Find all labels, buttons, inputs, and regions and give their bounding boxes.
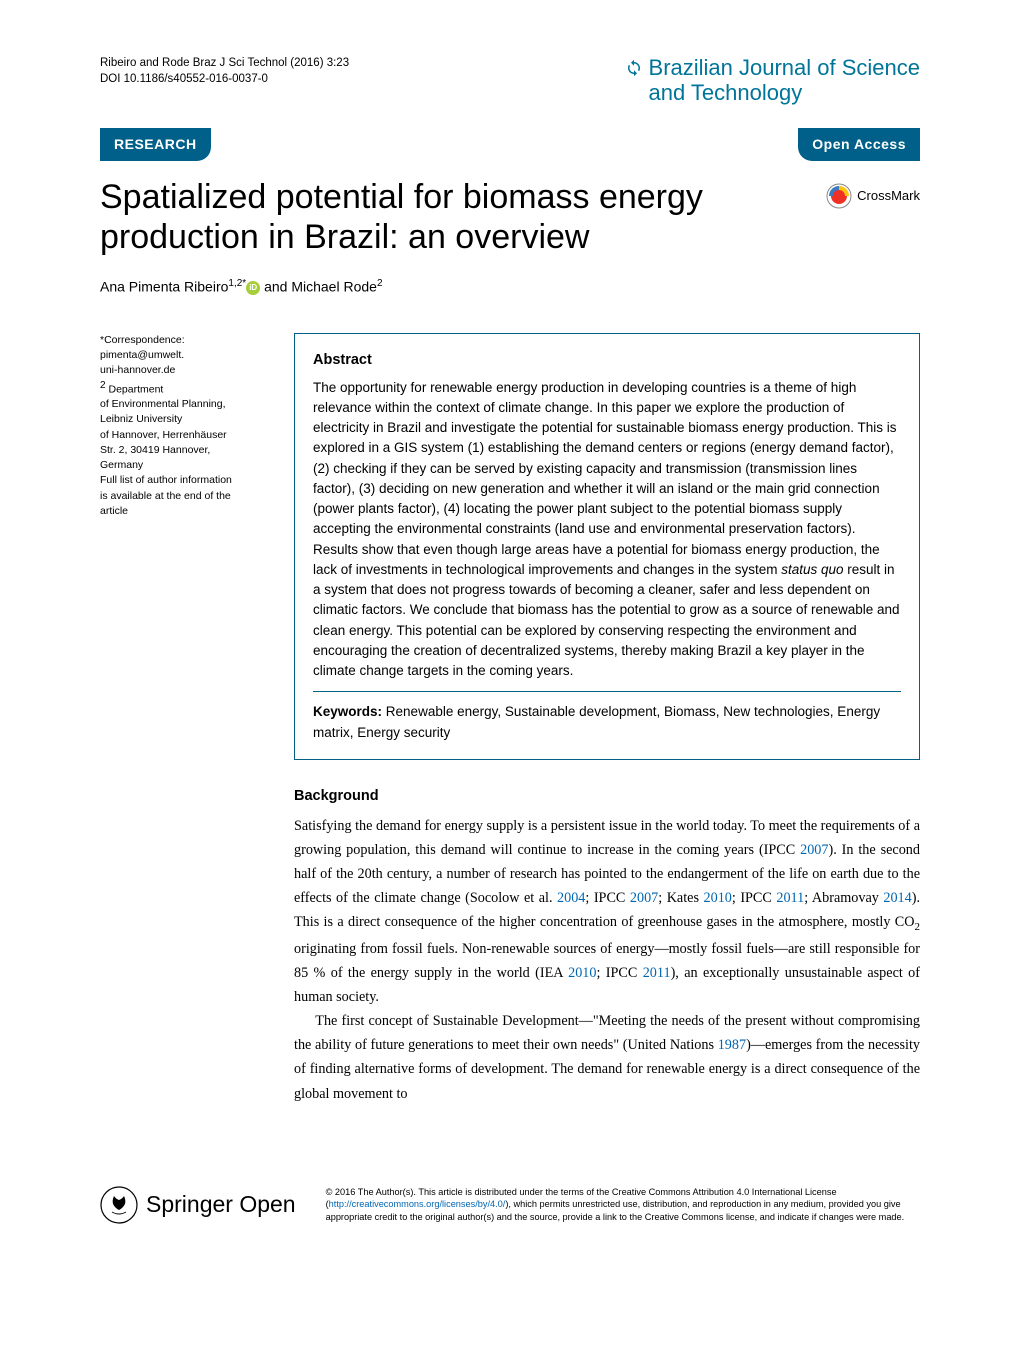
ref-link[interactable]: 2010 — [704, 890, 732, 906]
author-2-affil: 2 — [377, 278, 383, 289]
ref-link[interactable]: 2007 — [630, 890, 658, 906]
springer-brand-text: Springer Open — [146, 1187, 296, 1222]
author-1-name: Ana Pimenta Ribeiro — [100, 279, 228, 295]
open-access-pill: Open Access — [798, 128, 920, 161]
article-title: Spatialized potential for biomass energy… — [100, 177, 806, 259]
body-text: Satisfying the demand for energy supply … — [294, 814, 920, 1106]
crossmark-badge[interactable]: CrossMark — [826, 183, 920, 209]
journal-brand: Brazilian Journal of Science and Technol… — [625, 55, 920, 106]
journal-name-line2: and Technology — [649, 80, 803, 105]
correspondence-sidebar: *Correspondence: pimenta@umwelt. uni-han… — [100, 333, 272, 1106]
correspondence-affil-3: Leibniz University — [100, 412, 272, 427]
correspondence-affil-5: Str. 2, 30419 Hannover, — [100, 443, 272, 458]
ref-link[interactable]: 2004 — [557, 890, 585, 906]
journal-name: Brazilian Journal of Science and Technol… — [649, 55, 920, 106]
ref-link[interactable]: 2014 — [883, 890, 911, 906]
article-type-bar: RESEARCH Open Access — [100, 128, 920, 161]
page-footer: Springer Open © 2016 The Author(s). This… — [100, 1186, 920, 1224]
correspondence-note-3: article — [100, 504, 272, 519]
journal-name-line1: Brazilian Journal of Science — [649, 55, 920, 80]
journal-refresh-icon — [625, 59, 643, 77]
abstract-box: Abstract The opportunity for renewable e… — [294, 333, 920, 760]
correspondence-affil-6: Germany — [100, 458, 272, 473]
ref-link[interactable]: 2011 — [643, 965, 671, 981]
ref-link[interactable]: 2011 — [776, 890, 804, 906]
citation-block: Ribeiro and Rode Braz J Sci Technol (201… — [100, 55, 349, 87]
ref-link[interactable]: 1987 — [718, 1037, 746, 1053]
correspondence-affil-1: 2 Department — [100, 379, 272, 398]
correspondence-email-2: uni-hannover.de — [100, 363, 272, 378]
keywords-text: Renewable energy, Sustainable developmen… — [313, 704, 880, 739]
section-heading-background: Background — [294, 786, 920, 808]
abstract-heading: Abstract — [313, 350, 901, 372]
author-1-affil: 1,2* — [228, 278, 246, 289]
page-header: Ribeiro and Rode Braz J Sci Technol (201… — [100, 55, 920, 106]
crossmark-label: CrossMark — [857, 186, 920, 206]
author-line: Ana Pimenta Ribeiro1,2* and Michael Rode… — [100, 276, 920, 298]
correspondence-affil-2: of Environmental Planning, — [100, 397, 272, 412]
author-connector: and Michael Rode — [260, 279, 377, 295]
springer-open-logo: Springer Open — [100, 1186, 296, 1224]
keywords-label: Keywords: — [313, 704, 382, 719]
correspondence-note-1: Full list of author information — [100, 473, 272, 488]
ref-link[interactable]: 2007 — [800, 842, 828, 858]
keywords-block: Keywords: Renewable energy, Sustainable … — [313, 691, 901, 743]
correspondence-affil-4: of Hannover, Herrenhäuser — [100, 428, 272, 443]
doi-line: DOI 10.1186/s40552-016-0037-0 — [100, 71, 349, 87]
orcid-icon[interactable] — [246, 281, 260, 295]
license-url-link[interactable]: http://creativecommons.org/licenses/by/4… — [329, 1199, 506, 1209]
springer-horse-icon — [100, 1186, 138, 1224]
citation-line: Ribeiro and Rode Braz J Sci Technol (201… — [100, 55, 349, 71]
correspondence-label: *Correspondence: — [100, 333, 272, 348]
license-text: © 2016 The Author(s). This article is di… — [326, 1186, 920, 1223]
abstract-text: The opportunity for renewable energy pro… — [313, 378, 901, 682]
crossmark-icon — [826, 183, 852, 209]
correspondence-note-2: is available at the end of the — [100, 489, 272, 504]
correspondence-email-1: pimenta@umwelt. — [100, 348, 272, 363]
article-type-pill: RESEARCH — [100, 128, 211, 161]
ref-link[interactable]: 2010 — [568, 965, 596, 981]
